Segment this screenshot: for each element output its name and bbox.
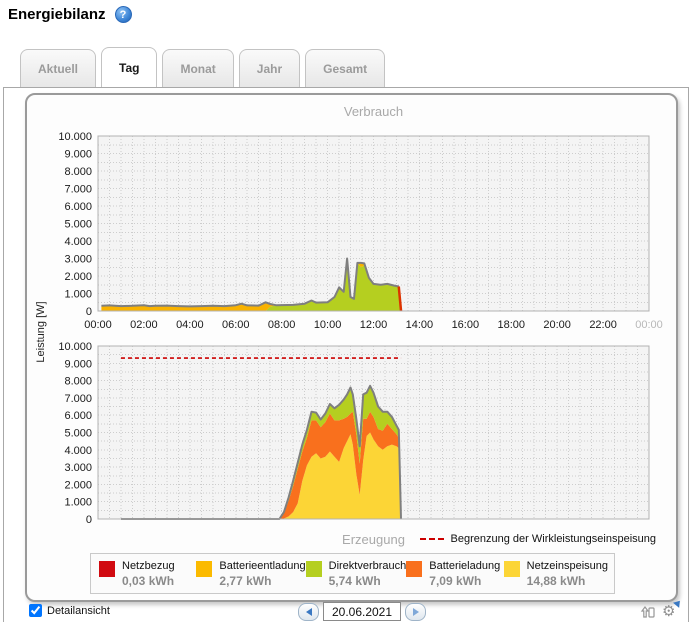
svg-text:5.000: 5.000: [64, 219, 92, 231]
help-icon[interactable]: ?: [114, 6, 132, 23]
svg-text:5.000: 5.000: [64, 428, 92, 440]
feedin-limit-note: Begrenzung der Wirkleistungseinspeisung: [419, 533, 656, 545]
legend-value: 5,74 kWh: [328, 574, 381, 588]
svg-text:7.000: 7.000: [64, 393, 92, 405]
tab-bar: Aktuell Tag Monat Jahr Gesamt: [20, 47, 386, 87]
legend-item-netzeinspeisung: Netzeinspeisung 14,88 kWh: [503, 560, 608, 588]
svg-text:10.000: 10.000: [58, 131, 92, 143]
energy-balance-container: Verbrauch Leistung [W] 10.000 9.000 8.000 7…: [3, 87, 689, 622]
svg-text:22:00: 22:00: [589, 319, 617, 331]
svg-text:04:00: 04:00: [176, 319, 204, 331]
gear-icon: ⚙: [662, 603, 676, 620]
svg-text:6.000: 6.000: [64, 410, 92, 422]
svg-text:2.000: 2.000: [64, 479, 92, 491]
export-icon[interactable]: [638, 603, 656, 621]
detail-view-label: Detailansicht: [47, 604, 110, 617]
svg-text:08:00: 08:00: [268, 319, 296, 331]
page-header: Energiebilanz ?: [8, 6, 132, 23]
tab-aktuell[interactable]: Aktuell: [20, 49, 97, 87]
legend-label: Batterieladung: [429, 560, 501, 572]
netzbezug-swatch: [99, 561, 115, 577]
svg-text:7.000: 7.000: [64, 184, 92, 196]
generation-chart: 10.000 9.000 8.000 7.000 6.000 5.000 4.000 3.00…: [27, 338, 680, 529]
consumption-chart-title: Verbrauch: [343, 104, 404, 119]
svg-text:02:00: 02:00: [130, 319, 158, 331]
energy-legend: Netzbezug 0,03 kWh Batterieentladung 2,7…: [90, 553, 615, 594]
tab-gesamt[interactable]: Gesamt: [305, 49, 386, 87]
footer-bar: Detailansicht ⚙: [5, 598, 688, 622]
svg-text:8.000: 8.000: [64, 166, 92, 178]
svg-text:4.000: 4.000: [64, 236, 92, 248]
chart-panel: Verbrauch Leistung [W] 10.000 9.000 8.000 7…: [25, 93, 678, 602]
legend-value: 7,09 kWh: [429, 574, 482, 588]
svg-text:00:00: 00:00: [635, 319, 663, 331]
previous-day-button[interactable]: [298, 602, 319, 621]
date-navigation: [298, 602, 426, 621]
netzeinspeisung-swatch: [503, 561, 520, 577]
legend-label: Direktverbrauch: [328, 560, 407, 572]
svg-text:0: 0: [86, 514, 92, 524]
legend-item-batterieentladung: Batterieentladung 2,77 kWh: [196, 560, 306, 588]
svg-text:0: 0: [86, 306, 92, 318]
svg-text:14:00: 14:00: [406, 319, 434, 331]
tab-tag[interactable]: Tag: [101, 47, 158, 87]
legend-label: Netzbezug: [122, 560, 175, 572]
feedin-limit-label: Begrenzung der Wirkleistungseinspeisung: [450, 533, 656, 545]
svg-text:12:00: 12:00: [360, 319, 388, 331]
svg-text:16:00: 16:00: [452, 319, 480, 331]
arrow-right-icon: [412, 607, 419, 616]
direktverbrauch-swatch: [305, 561, 322, 577]
detail-view-control: Detailansicht: [29, 604, 110, 617]
svg-text:1.000: 1.000: [64, 289, 92, 301]
svg-text:6.000: 6.000: [64, 201, 92, 213]
legend-item-netzbezug: Netzbezug 0,03 kWh: [99, 560, 196, 588]
arrow-left-icon: [305, 607, 312, 616]
consumption-chart: 10.000 9.000 8.000 7.000 6.000 5.000 4.000 3.00…: [27, 123, 680, 340]
svg-text:10:00: 10:00: [314, 319, 342, 331]
svg-text:18:00: 18:00: [497, 319, 525, 331]
tab-monat[interactable]: Monat: [162, 49, 234, 87]
svg-text:2.000: 2.000: [64, 271, 92, 283]
date-input[interactable]: [323, 602, 401, 621]
svg-text:20:00: 20:00: [543, 319, 571, 331]
legend-value: 0,03 kWh: [122, 574, 175, 588]
next-day-button[interactable]: [405, 602, 426, 621]
legend-value: 2,77 kWh: [219, 574, 272, 588]
legend-value: 14,88 kWh: [526, 574, 586, 588]
corner-icons: ⚙: [638, 598, 683, 621]
legend-label: Batterieentladung: [219, 560, 306, 572]
tab-jahr[interactable]: Jahr: [238, 49, 301, 87]
legend-label: Netzeinspeisung: [526, 560, 608, 572]
svg-text:4.000: 4.000: [64, 445, 92, 457]
detail-view-checkbox[interactable]: [29, 604, 42, 617]
svg-text:10.000: 10.000: [58, 341, 92, 353]
svg-text:06:00: 06:00: [222, 319, 250, 331]
dashed-line-icon: [419, 538, 444, 540]
svg-text:1.000: 1.000: [64, 497, 92, 509]
svg-text:3.000: 3.000: [64, 254, 92, 266]
page-title: Energiebilanz: [8, 6, 106, 23]
batterieladung-swatch: [406, 561, 423, 577]
svg-text:00:00: 00:00: [84, 319, 112, 331]
legend-item-batterieladung: Batterieladung 7,09 kWh: [406, 560, 503, 588]
svg-text:8.000: 8.000: [64, 376, 92, 388]
svg-text:9.000: 9.000: [64, 358, 92, 370]
batterieentladung-swatch: [196, 561, 213, 577]
generation-chart-title: Erzeugung: [342, 532, 405, 547]
svg-text:9.000: 9.000: [64, 149, 92, 161]
legend-item-direktverbrauch: Direktverbrauch 5,74 kWh: [305, 560, 407, 588]
settings-icon[interactable]: ⚙: [662, 598, 683, 621]
svg-text:3.000: 3.000: [64, 462, 92, 474]
